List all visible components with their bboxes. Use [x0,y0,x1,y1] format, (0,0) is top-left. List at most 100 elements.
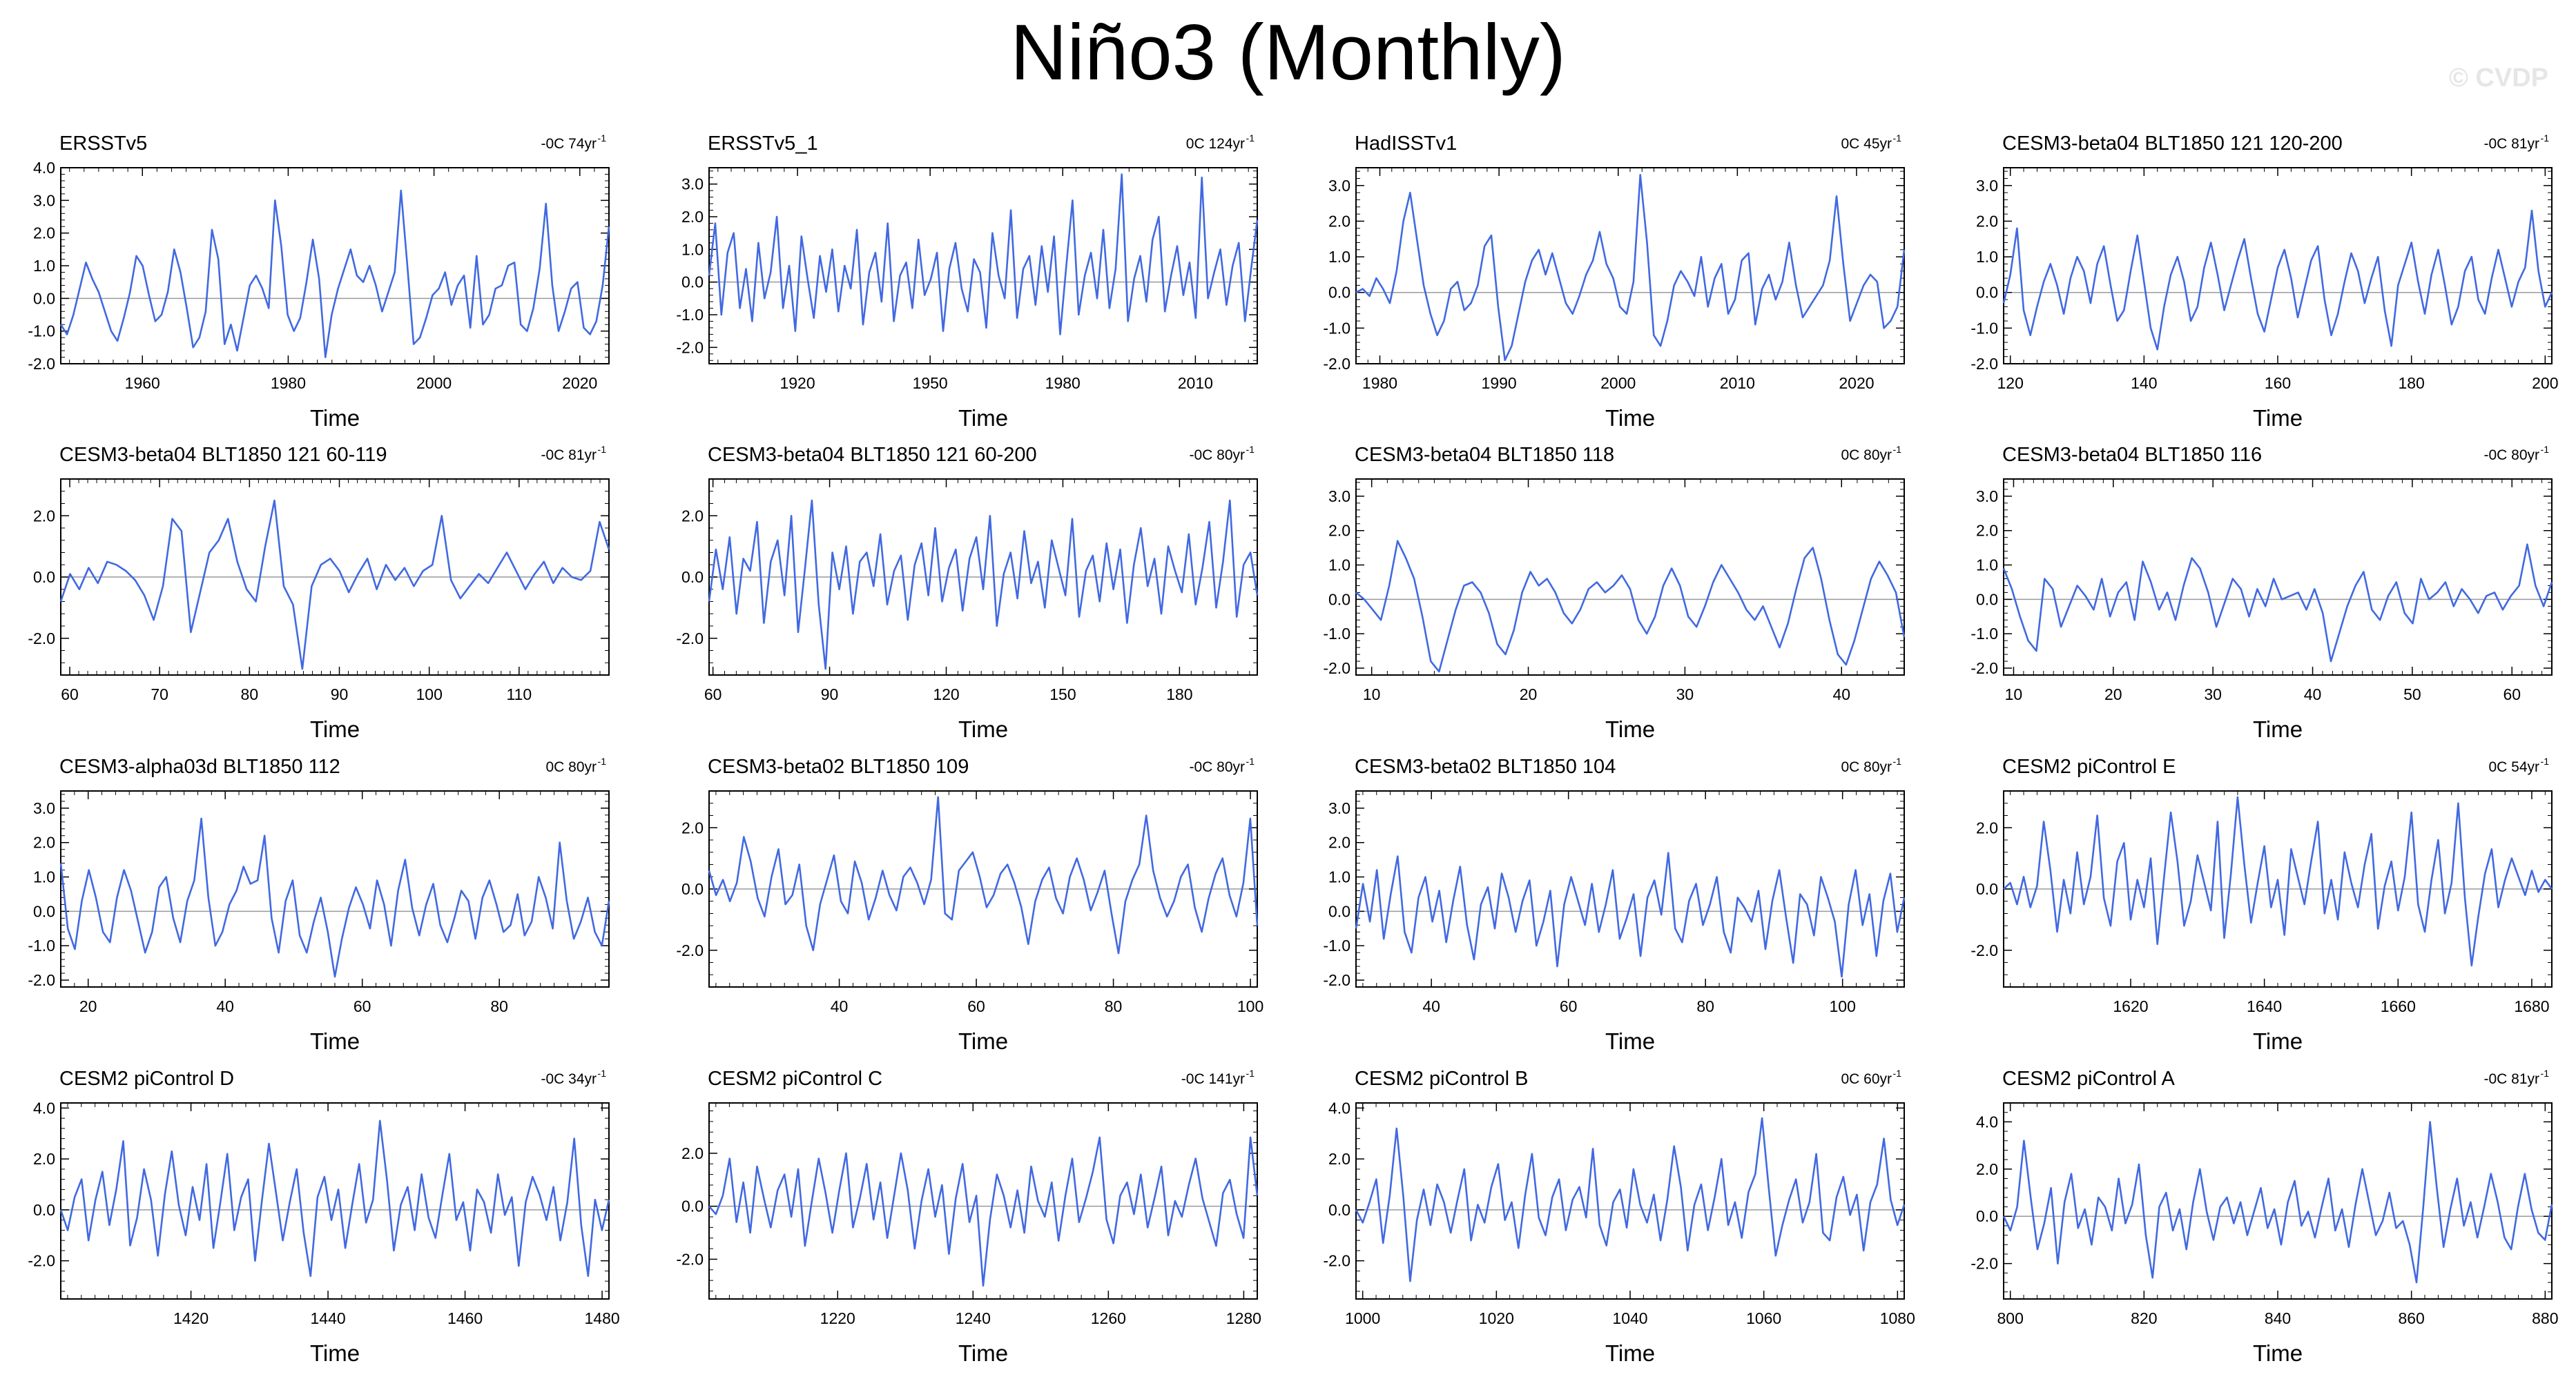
nino3-series-line [708,173,1259,335]
panel-title: CESM2 piControl A [2002,1068,2175,1090]
plot-frame [2003,478,2553,676]
x-tick-label: 820 [2131,1309,2157,1327]
x-axis-title: Time [1605,1028,1655,1054]
panel-title: CESM3-beta02 BLT1850 109 [708,756,969,778]
y-tick-label: 2.0 [1328,1150,1350,1168]
nino3-series-line [1355,540,1906,673]
panel-title: ERSSTv5_1 [708,133,818,155]
nino3-series-line [1355,852,1906,978]
trend-exponent: -1 [1246,756,1255,767]
trend-label: -0C 141yr [1181,1071,1245,1087]
y-tick-label: -1.0 [28,937,55,955]
y-tick-label: -2.0 [1970,1255,1998,1273]
nino3-series-line [59,499,610,670]
y-tick-label: 0.0 [681,273,704,291]
x-tick-label: 1920 [779,374,815,392]
x-tick-label: 1240 [956,1309,991,1327]
trend-label: -0C 34yr [541,1071,597,1087]
trend-exponent: -1 [1246,1068,1255,1079]
y-tick-label: 1.0 [1328,248,1350,266]
y-tick-label: 1.0 [681,240,704,258]
panel-title: CESM2 piControl D [59,1068,234,1090]
x-tick-label: 1480 [584,1309,619,1327]
panel-title: CESM2 piControl C [708,1068,882,1090]
chart-panel-1: ERSSTv5 -0C 74yr -1 4.0 3.0 2.0 1.0 0.0 -1.0 -2.0… [28,133,610,431]
panel-title: CESM3-beta04 BLT1850 118 [1355,444,1614,466]
x-tick-label: 1420 [173,1309,209,1327]
x-tick-label: 1460 [447,1309,483,1327]
plot-frame [708,167,1258,364]
chart-panel-16: CESM2 piControl A -0C 81yr -1 4.0 2.0 0.0 -2.0… [1970,1068,2558,1366]
x-tick-label: 120 [933,685,959,703]
x-tick-label: 30 [2204,685,2222,703]
trend-label: -0C 81yr [2483,136,2539,152]
x-axis-title: Time [958,1340,1008,1366]
x-tick-label: 30 [1676,685,1694,703]
x-tick-label: 2010 [1720,374,1755,392]
cvdp-watermark: © CVDP [2448,63,2548,92]
x-tick-label: 110 [507,685,532,703]
x-tick-label: 150 [1049,685,1076,703]
y-tick-label: -2.0 [1323,659,1350,677]
panel-title: CESM2 piControl B [1355,1068,1528,1090]
nino3-series-line [59,817,610,978]
x-tick-label: 120 [1997,374,2023,392]
panel-title: CESM2 piControl E [2002,756,2176,778]
x-tick-label: 20 [2104,685,2122,703]
y-tick-label: 3.0 [33,191,55,209]
panel-title: CESM3-beta02 BLT1850 104 [1355,756,1616,778]
x-tick-label: 1260 [1091,1309,1126,1327]
y-tick-label: 0.0 [33,568,55,586]
x-tick-label: 40 [1832,685,1850,703]
trend-label: -0C 81yr [541,447,597,463]
trend-exponent: -1 [2541,444,2550,455]
plot-frame [60,790,610,988]
y-tick-label: -2.0 [28,355,55,373]
x-tick-label: 40 [216,997,234,1015]
y-tick-label: -1.0 [1323,625,1350,643]
x-tick-label: 2000 [1600,374,1636,392]
y-tick-label: 0.0 [1328,284,1350,302]
y-tick-label: 1.0 [1976,248,1998,266]
y-tick-label: -2.0 [28,1252,55,1270]
y-tick-label: -2.0 [1970,941,1998,959]
nino3-series-line [59,1120,610,1278]
trend-exponent: -1 [2541,756,2550,767]
y-tick-label: -1.0 [1970,319,1998,337]
x-tick-label: 70 [151,685,168,703]
x-tick-label: 2000 [416,374,452,392]
x-tick-label: 1640 [2247,997,2282,1015]
trend-label: 0C 60yr [1841,1071,1892,1087]
trend-label: 0C 45yr [1841,136,1892,152]
trend-exponent: -1 [1893,1068,1902,1079]
chart-panel-12: CESM2 piControl E 0C 54yr -1 2.0 0.0 -2.0 1620… [1970,756,2553,1054]
x-tick-label: 1980 [271,374,306,392]
nino3-series-line [2002,209,2553,351]
plot-frame [1355,790,1905,988]
y-tick-label: 0.0 [1328,1201,1350,1219]
y-tick-label: 0.0 [681,568,704,586]
y-tick-label: 0.0 [1976,590,1998,608]
y-tick-label: -1.0 [676,306,704,324]
x-tick-label: 160 [2265,374,2291,392]
x-tick-label: 1020 [1479,1309,1514,1327]
x-tick-label: 20 [1520,685,1538,703]
x-tick-label: 140 [2131,374,2157,392]
y-tick-label: 0.0 [1328,590,1350,608]
x-tick-label: 100 [1829,997,1855,1015]
x-tick-label: 40 [1422,997,1440,1015]
trend-exponent: -1 [1246,444,1255,455]
y-tick-label: 0.0 [33,1201,55,1219]
nino3-series-line [708,1136,1259,1287]
trend-label: -0C 81yr [2483,1071,2539,1087]
panel-title: CESM3-beta04 BLT1850 121 60-200 [708,444,1037,466]
trend-label: -0C 74yr [541,136,597,152]
chart-panel-14: CESM2 piControl C -0C 141yr -1 2.0 0.0 -2.0 12… [676,1068,1261,1366]
plot-frame [2003,1102,2553,1300]
trend-label: -0C 80yr [2483,447,2539,463]
panel-title: ERSSTv5 [59,133,147,155]
x-tick-label: 1080 [1880,1309,1915,1327]
y-tick-label: 4.0 [1976,1113,1998,1131]
x-tick-label: 60 [967,997,985,1015]
x-tick-label: 40 [831,997,849,1015]
